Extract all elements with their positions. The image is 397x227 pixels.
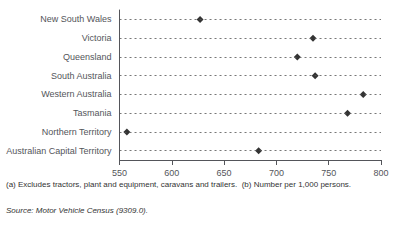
svg-text:700: 700 (269, 168, 284, 178)
svg-text:South Australia: South Australia (51, 71, 112, 81)
svg-text:Tasmania: Tasmania (73, 108, 112, 118)
svg-text:600: 600 (164, 168, 179, 178)
svg-text:(a) Excludes tractors, plant a: (a) Excludes tractors, plant and equipme… (6, 180, 351, 189)
svg-text:New South Wales: New South Wales (40, 14, 112, 24)
svg-text:800: 800 (373, 168, 388, 178)
svg-text:Victoria: Victoria (82, 33, 112, 43)
svg-text:Northern Territory: Northern Territory (42, 127, 112, 137)
svg-text:650: 650 (217, 168, 232, 178)
svg-text:Queensland: Queensland (63, 52, 112, 62)
svg-text:Australian Capital Territory: Australian Capital Territory (6, 146, 112, 156)
svg-text:Western Australia: Western Australia (41, 89, 111, 99)
svg-text:Source: Motor Vehicle Census (: Source: Motor Vehicle Census (9309.0). (6, 206, 148, 215)
svg-text:750: 750 (321, 168, 336, 178)
svg-text:550: 550 (112, 168, 127, 178)
